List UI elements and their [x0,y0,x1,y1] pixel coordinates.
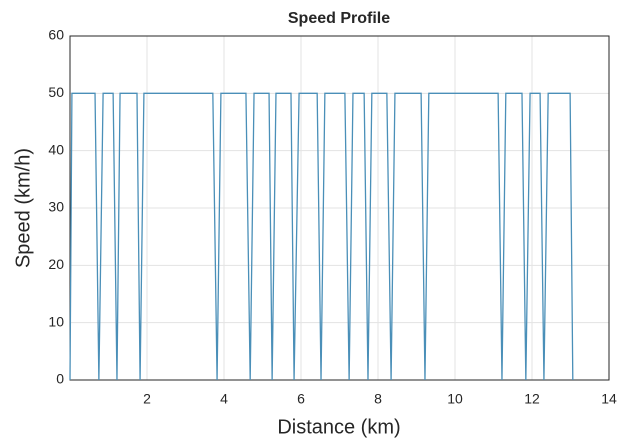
x-tick-label: 6 [297,391,305,407]
y-tick-label: 20 [48,256,64,272]
y-axis-label: Speed (km/h) [12,148,34,268]
x-tick-label: 2 [143,391,151,407]
y-tick-label: 0 [56,371,64,387]
x-tick-label: 8 [374,391,382,407]
x-tick-label: 4 [220,391,228,407]
plot-frame [69,35,610,381]
y-tick-label: 40 [48,141,64,157]
x-tick-label: 14 [601,391,617,407]
chart-title: Speed Profile [288,10,390,27]
x-axis-label: Distance (km) [277,416,400,438]
y-tick-label: 10 [48,313,64,329]
y-tick-label: 60 [48,27,64,43]
y-tick-label: 50 [48,84,64,100]
x-tick-label: 12 [524,391,540,407]
speed-line [69,92,574,381]
y-tick-label: 30 [48,199,64,215]
x-tick-label: 10 [447,391,463,407]
